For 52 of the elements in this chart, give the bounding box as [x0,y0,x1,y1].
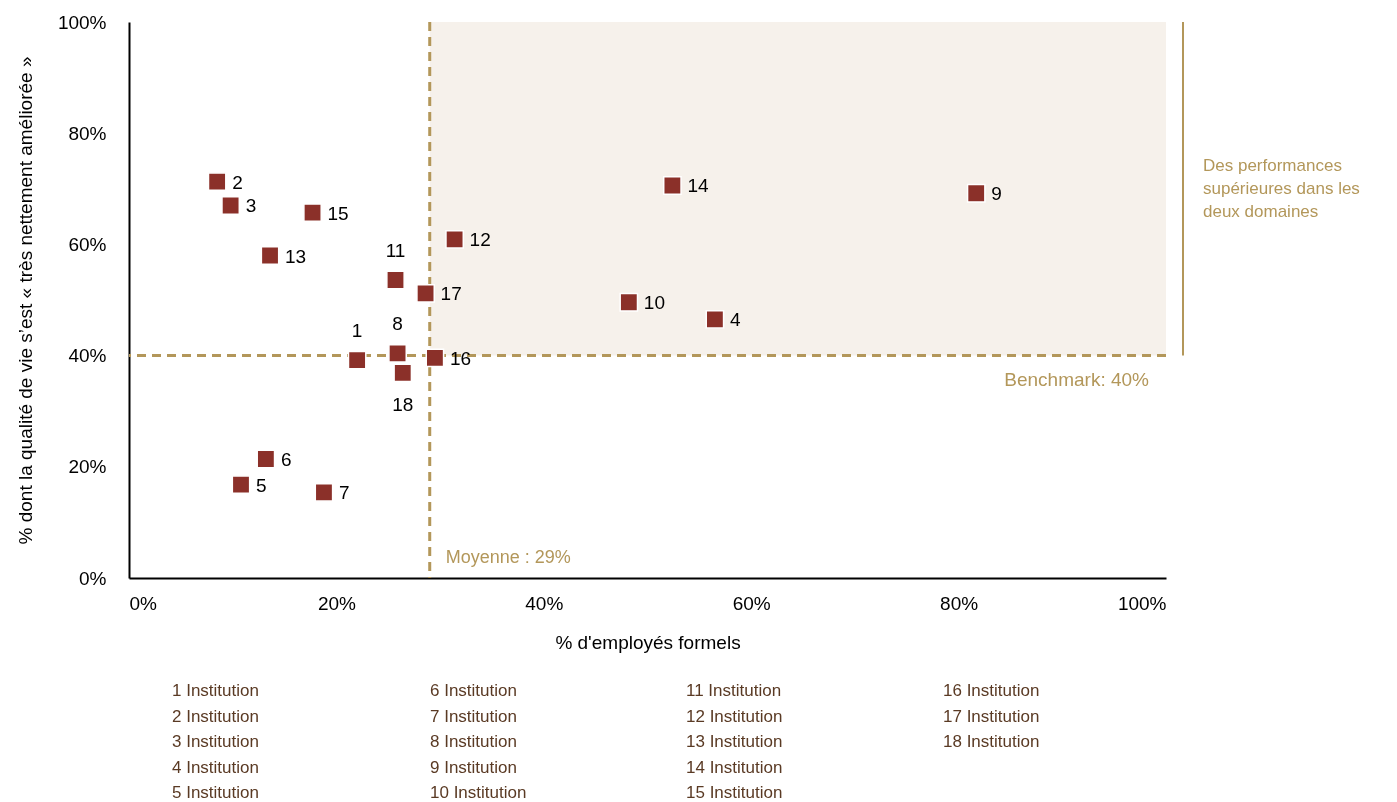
text: 11 Institution [686,681,782,700]
ref-line-label: Benchmark: 40% [1004,368,1150,390]
band-label: Des performances supérieures dans les deux domaines [1203,155,1360,221]
series-label: 6 [280,449,292,471]
text: 9 Institution [430,757,517,777]
series-label: 5 [256,474,267,496]
x-tick-label: 0% [129,592,158,614]
text: 15 Institution [686,783,783,802]
text: 12 Institution [686,706,783,726]
y-tick-label: 20% [68,456,107,478]
series-label: 7 [338,482,350,504]
series-label: 17 [440,283,462,305]
text: 18 Institution [943,732,1040,751]
x-tick-label: 40% [525,592,564,614]
x-tick-label: 20% [317,592,357,614]
y-tick-label: 0% [79,567,107,589]
series-label: 13 [285,245,307,267]
y-tick-label: 60% [68,233,107,255]
text: 7 Institution [430,706,517,726]
series-label: 18 [392,393,414,415]
x-tick-label: 100% [1117,592,1167,614]
text: 3 Institution [172,732,259,751]
series-label: 15 [327,202,349,224]
series-label: 8 [392,313,403,335]
series-label: 3 [245,195,257,217]
text: 10 Institution [430,783,527,802]
x-tick-label: 80% [940,592,979,614]
text: 8 Institution [430,732,517,751]
text: 14 Institution [686,757,783,777]
text: 4 Institution [172,757,259,777]
text: 1 Institution [172,681,259,700]
x-tick-label: 60% [732,592,771,614]
series-label: 4 [729,309,741,331]
text: 2 Institution [172,706,259,726]
series-label: 2 [232,171,243,193]
series-label: 9 [991,183,1002,205]
y-tick-label: 100% [57,11,107,33]
text: 13 Institution [686,732,783,751]
series-label: 10 [643,292,665,314]
y-axis-title: % dont la qualité de vie s’est « très nettement améliorée » [14,56,36,545]
text: 16 Institution [943,681,1040,700]
series-label: 12 [469,229,491,251]
text: 5 Institution [172,783,259,802]
text: 6 Institution [430,681,517,700]
text: 17 Institution [943,706,1040,726]
x-axis-title: % d'employés formels [555,631,741,653]
series-label: 1 [351,320,363,342]
y-tick-label: 40% [68,345,107,367]
series-label: 11 [385,239,406,261]
y-tick-label: 80% [68,122,107,144]
ref-line-label: Moyenne : 29% [445,547,571,567]
series-label: 14 [687,175,709,197]
